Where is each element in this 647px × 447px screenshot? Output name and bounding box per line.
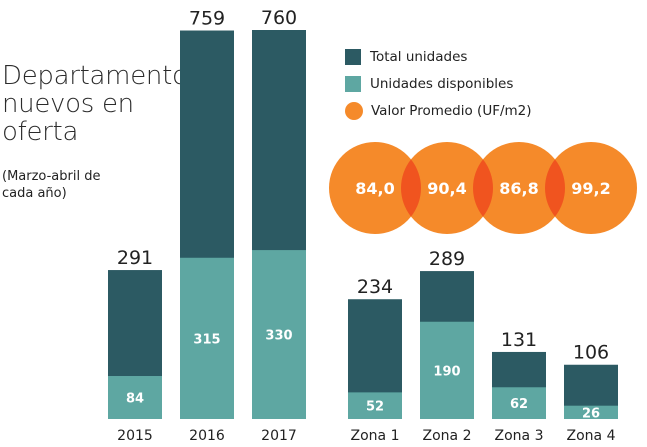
year-category-label: 2015 — [117, 428, 153, 444]
zona-total-label: 289 — [429, 248, 465, 270]
year-disponibles-label: 330 — [265, 329, 292, 344]
year-category-label: 2017 — [261, 428, 297, 444]
year-category-label: 2016 — [189, 428, 225, 444]
zona-total-label: 106 — [573, 342, 609, 364]
valor-label: 84,0 — [355, 179, 394, 198]
zona-bar-disponibles — [420, 321, 474, 419]
legend-label-valor: Valor Promedio (UF/m2) — [371, 102, 532, 119]
zona-category-label: Zona 3 — [495, 428, 544, 444]
year-disponibles-label: 84 — [126, 392, 144, 407]
legend-item-total: Total unidades — [345, 43, 532, 70]
valor-label: 86,8 — [499, 179, 538, 198]
legend-swatch-valor — [345, 101, 363, 120]
valor-overlap — [545, 159, 565, 217]
valor-circle — [401, 142, 493, 234]
zona-bar-disponibles — [492, 387, 546, 419]
year-bar-disponibles — [108, 376, 162, 419]
zona-disponibles-label: 26 — [582, 406, 600, 421]
year-disponibles-label: 315 — [193, 332, 220, 347]
zona-total-label: 131 — [501, 329, 537, 351]
valor-label: 90,4 — [427, 179, 466, 198]
zona-disponibles-label: 190 — [433, 364, 460, 379]
year-total-label: 759 — [189, 8, 225, 30]
zona-disponibles-label: 62 — [510, 397, 528, 412]
legend-label-disponibles: Unidades disponibles — [370, 75, 514, 92]
legend-item-disponibles: Unidades disponibles — [345, 70, 532, 97]
year-total-label: 760 — [261, 7, 297, 29]
legend-swatch-total — [345, 48, 361, 65]
year-bar-disponibles — [180, 257, 234, 419]
zona-total-label: 234 — [357, 276, 393, 298]
legend-swatch-disponibles — [345, 75, 361, 92]
valor-overlap — [472, 159, 493, 217]
valor-circle — [545, 142, 637, 234]
valor-circle — [329, 142, 421, 234]
legend-label-total: Total unidades — [370, 48, 468, 65]
zona-disponibles-label: 52 — [366, 400, 384, 415]
valor-overlap — [400, 159, 421, 217]
valor-label: 99,2 — [571, 179, 610, 198]
legend-item-valor: Valor Promedio (UF/m2) — [345, 97, 532, 124]
zona-category-label: Zona 2 — [423, 428, 472, 444]
zona-category-label: Zona 1 — [351, 428, 400, 444]
year-bar-disponibles — [252, 250, 306, 419]
zona-bar-disponibles — [564, 405, 618, 419]
year-total-label: 291 — [117, 247, 153, 269]
chart-title: Departamentos nuevos en oferta — [2, 61, 201, 147]
chart-subtitle: (Marzo-abril de cada año) — [2, 169, 101, 201]
legend: Total unidades Unidades disponibles Valo… — [345, 43, 532, 124]
zona-bar-disponibles — [348, 392, 402, 419]
zona-category-label: Zona 4 — [567, 428, 616, 444]
valor-circle — [473, 142, 565, 234]
